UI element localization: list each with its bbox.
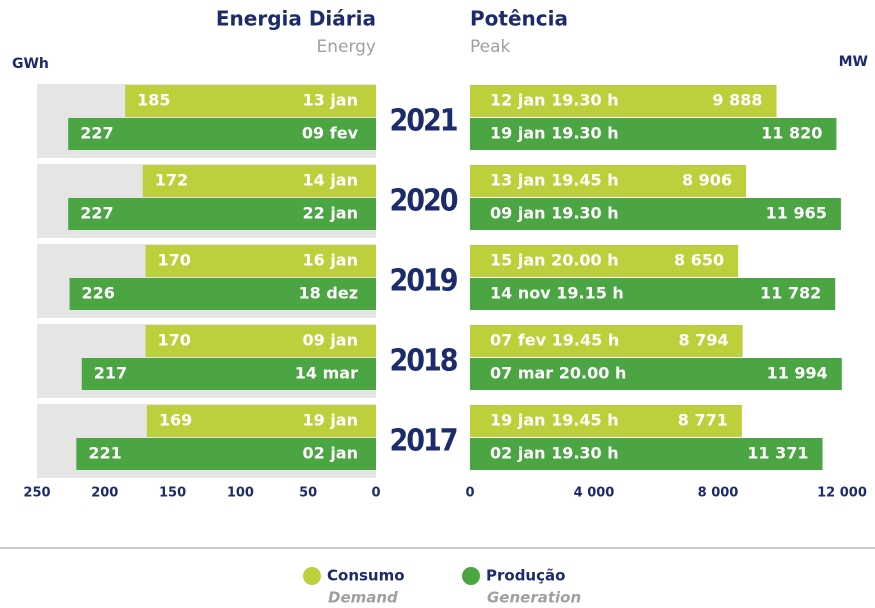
value-label: 11 994: [767, 364, 828, 383]
bar: [470, 198, 841, 230]
date-label: 19 jan 19.45 h: [490, 411, 619, 430]
date-label: 19 jan 19.30 h: [490, 124, 619, 143]
date-label: 07 mar 20.00 h: [490, 364, 626, 383]
axis-label: MW: [839, 54, 868, 70]
chart-title: Energia Diária: [216, 7, 376, 31]
value-label: 227: [80, 204, 113, 223]
x-tick-label: 0: [465, 486, 474, 501]
bar: [68, 118, 377, 150]
date-label: 18 dez: [299, 284, 358, 303]
bar: [68, 198, 377, 230]
x-tick-label: 0: [371, 486, 380, 501]
date-label: 13 jan: [302, 91, 358, 110]
category-label: 2017: [389, 424, 456, 459]
date-label: 14 nov 19.15 h: [490, 284, 624, 303]
date-label: 22 jan: [302, 204, 358, 223]
axis-label: GWh: [12, 56, 49, 72]
bar: [470, 245, 739, 277]
category-label: 2018: [389, 344, 457, 379]
bar: [470, 85, 777, 117]
date-label: 19 jan: [302, 411, 358, 430]
value-label: 9 888: [712, 91, 762, 110]
date-label: 02 jan 19.30 h: [490, 444, 619, 463]
value-label: 11 820: [761, 124, 822, 143]
bar: [142, 165, 376, 197]
bar: [470, 438, 823, 470]
legend-swatch: [462, 567, 480, 585]
chart-title: Potência: [470, 7, 568, 31]
value-label: 170: [157, 251, 190, 270]
date-label: 09 jan: [302, 331, 358, 350]
value-label: 8 906: [682, 171, 732, 190]
date-label: 14 jan: [302, 171, 358, 190]
value-label: 8 771: [678, 411, 728, 430]
value-label: 227: [80, 124, 113, 143]
bar: [69, 278, 376, 310]
x-tick-label: 100: [227, 486, 254, 501]
date-label: 09 fev: [302, 124, 359, 143]
category-label: 2021: [389, 104, 456, 139]
date-label: 13 jan 19.45 h: [490, 171, 619, 190]
x-tick-label: 150: [159, 486, 186, 501]
chart-subtitle: Peak: [470, 37, 511, 57]
date-label: 07 fev 19.45 h: [490, 331, 619, 350]
x-tick-label: 8 000: [698, 486, 739, 501]
value-label: 11 371: [747, 444, 808, 463]
legend-label: Consumo: [327, 567, 405, 585]
x-tick-label: 250: [23, 486, 50, 501]
bar: [146, 405, 376, 437]
bar: [81, 358, 377, 390]
bar: [470, 118, 837, 150]
value-label: 169: [159, 411, 192, 430]
value-label: 185: [137, 91, 170, 110]
bar: [145, 325, 376, 357]
date-label: 14 mar: [295, 364, 358, 383]
legend-sublabel: Demand: [328, 589, 398, 607]
date-label: 16 jan: [302, 251, 358, 270]
value-label: 217: [94, 364, 127, 383]
bar: [470, 358, 842, 390]
bar: [470, 325, 743, 357]
category-label: 2019: [389, 264, 457, 299]
category-label: 2020: [389, 184, 457, 219]
legend-swatch: [303, 567, 321, 585]
legend-label: Produção: [486, 567, 565, 585]
date-label: 02 jan: [302, 444, 358, 463]
value-label: 172: [155, 171, 188, 190]
value-label: 11 782: [760, 284, 821, 303]
value-label: 8 650: [674, 251, 724, 270]
x-tick-label: 200: [91, 486, 118, 501]
date-label: 12 jan 19.30 h: [490, 91, 619, 110]
value-label: 226: [82, 284, 115, 303]
x-tick-label: 12 000: [817, 486, 867, 501]
bar: [76, 438, 376, 470]
bar: [470, 165, 747, 197]
date-label: 09 jan 19.30 h: [490, 204, 619, 223]
value-label: 221: [88, 444, 121, 463]
bar: [470, 405, 742, 437]
value-label: 8 794: [679, 331, 729, 350]
value-label: 170: [157, 331, 190, 350]
value-label: 11 965: [766, 204, 827, 223]
chart-subtitle: Energy: [316, 37, 376, 57]
bar: [145, 245, 376, 277]
bar: [125, 85, 376, 117]
legend-sublabel: Generation: [487, 589, 581, 607]
x-tick-label: 50: [299, 486, 317, 501]
date-label: 15 jan 20.00 h: [490, 251, 619, 270]
bar: [470, 278, 836, 310]
x-tick-label: 4 000: [574, 486, 615, 501]
